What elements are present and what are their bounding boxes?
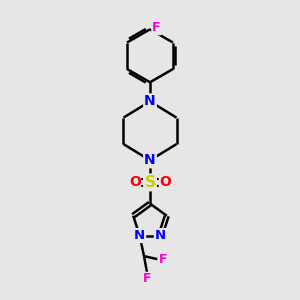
Text: O: O xyxy=(159,176,171,189)
Text: N: N xyxy=(144,153,156,167)
Text: N: N xyxy=(144,94,156,108)
Text: O: O xyxy=(129,176,141,189)
Text: N: N xyxy=(155,229,166,242)
Text: F: F xyxy=(143,272,151,285)
Text: S: S xyxy=(145,175,155,190)
Text: F: F xyxy=(152,21,161,34)
Text: N: N xyxy=(134,229,145,242)
Text: F: F xyxy=(159,253,167,266)
